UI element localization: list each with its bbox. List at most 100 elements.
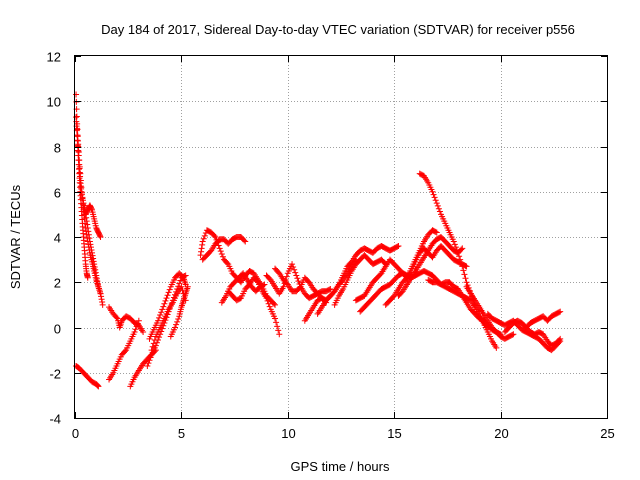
data-point <box>132 326 139 333</box>
series-arc-l <box>167 283 191 340</box>
data-point <box>556 309 563 316</box>
data-point <box>176 280 183 287</box>
data-point <box>122 348 129 355</box>
data-point <box>218 250 225 257</box>
data-point <box>556 336 563 343</box>
data-point <box>270 300 277 307</box>
data-point <box>99 301 106 308</box>
data-point <box>97 232 104 239</box>
data-point <box>74 125 81 132</box>
data-point <box>219 253 226 260</box>
data-point <box>241 237 248 244</box>
data-point <box>451 241 458 248</box>
data-point <box>432 228 439 235</box>
data-point <box>296 284 303 291</box>
data-point <box>86 247 93 254</box>
series-arc-n <box>199 234 249 263</box>
data-point <box>275 327 282 334</box>
data-point <box>224 260 231 267</box>
x-tick-label: 15 <box>387 426 401 441</box>
data-point <box>146 357 153 364</box>
data-point <box>75 141 82 148</box>
data-point <box>197 252 204 259</box>
data-point <box>266 303 273 310</box>
data-point <box>432 197 439 204</box>
data-point <box>457 256 464 263</box>
data-point <box>77 177 84 184</box>
data-point <box>97 234 104 240</box>
data-point <box>327 286 334 293</box>
data-point <box>82 224 89 231</box>
y-tick-label: 12 <box>47 50 61 65</box>
data-point <box>198 248 205 255</box>
y-tick-label: -2 <box>49 367 61 382</box>
data-point <box>510 331 517 338</box>
data-point <box>201 232 208 239</box>
data-point <box>273 319 280 326</box>
data-point <box>293 272 300 279</box>
data-point <box>462 262 469 269</box>
data-point <box>430 191 437 198</box>
data-point <box>85 244 92 251</box>
data-point <box>165 289 172 296</box>
data-point <box>217 248 224 255</box>
data-point <box>85 241 92 248</box>
data-point <box>113 314 120 321</box>
data-point <box>211 232 218 239</box>
data-point <box>394 243 401 250</box>
data-point <box>459 245 466 252</box>
data-point <box>156 314 163 321</box>
data-point <box>75 149 82 156</box>
data-point <box>557 335 564 342</box>
data-point <box>151 336 158 343</box>
data-point <box>509 331 516 338</box>
data-point <box>452 244 459 251</box>
x-tick-label: 10 <box>281 426 295 441</box>
data-point <box>276 331 283 338</box>
data-point <box>94 382 101 389</box>
data-point <box>95 383 102 390</box>
y-tick-label: 4 <box>54 231 61 246</box>
series-arc-x <box>382 243 470 308</box>
data-point <box>162 297 169 304</box>
x-tick-label: 20 <box>494 426 508 441</box>
x-axis-label: GPS time / hours <box>291 459 390 474</box>
data-point <box>76 157 83 164</box>
data-point <box>84 235 91 242</box>
data-point <box>94 382 101 389</box>
axis-ticks: 0 5 10 15 20 25 -4 -2 0 2 4 6 8 10 12 <box>47 50 615 442</box>
data-point <box>175 316 182 323</box>
data-point <box>79 195 86 202</box>
data-point <box>436 208 443 215</box>
series-arc-d <box>80 202 104 240</box>
data-point <box>77 170 84 177</box>
series-arc-f <box>106 317 142 383</box>
plot-frame <box>74 55 608 419</box>
data-point <box>433 200 440 207</box>
data-point <box>79 201 86 208</box>
data-point <box>150 340 157 347</box>
data-point <box>83 228 90 235</box>
data-point <box>435 205 442 212</box>
data-point <box>557 308 564 315</box>
data-point <box>172 324 179 331</box>
data-point <box>200 235 207 242</box>
data-point <box>458 260 465 267</box>
x-tick-label: 5 <box>178 426 185 441</box>
data-point <box>429 188 436 195</box>
data-point <box>455 249 462 256</box>
y-tick-label: 10 <box>47 95 61 110</box>
data-point <box>154 317 161 324</box>
data-point <box>198 245 205 252</box>
data-point <box>148 347 155 354</box>
data-point <box>84 274 91 281</box>
data-point <box>242 238 249 245</box>
data-point <box>184 283 191 290</box>
data-point <box>81 215 88 222</box>
data-point <box>131 329 138 336</box>
data-point <box>253 278 260 285</box>
data-point <box>216 245 223 252</box>
grid-lines <box>75 56 607 418</box>
data-point <box>292 269 299 276</box>
